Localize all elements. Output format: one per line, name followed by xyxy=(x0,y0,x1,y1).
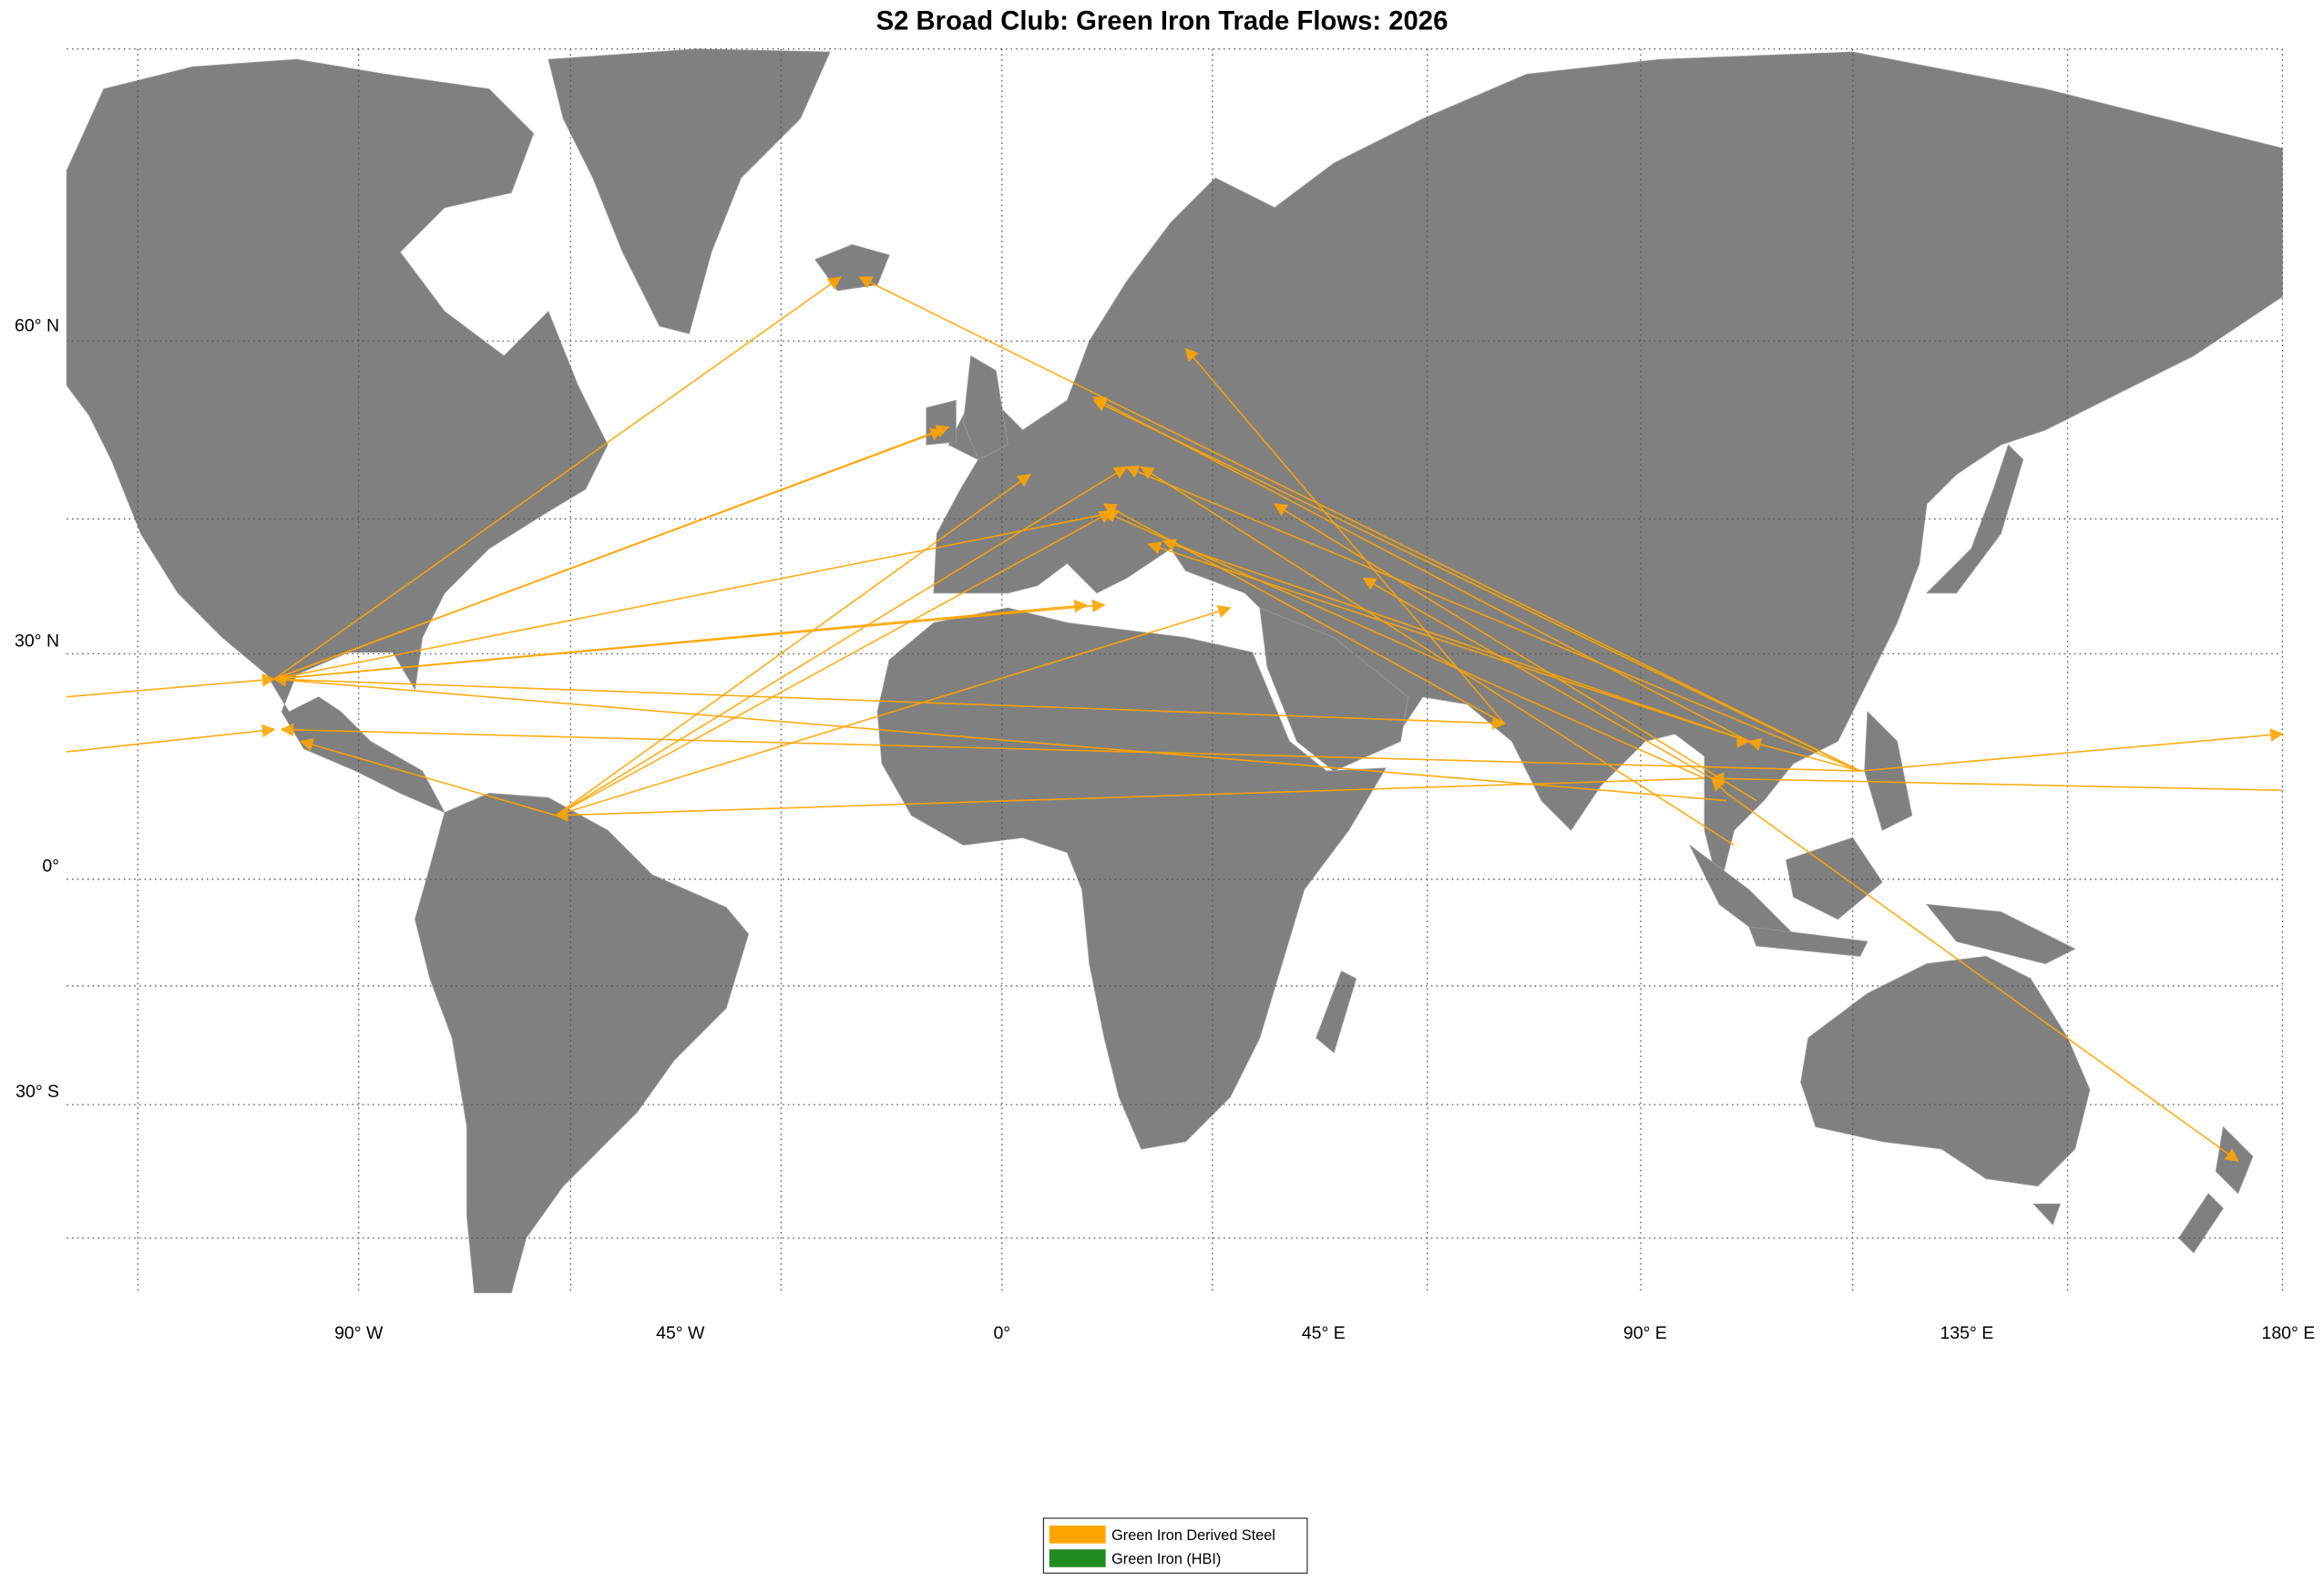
trade-flow xyxy=(555,466,1128,817)
new-guinea xyxy=(1926,903,2076,964)
trade-flow xyxy=(1162,539,1750,743)
japan xyxy=(1926,444,2024,594)
trade-flow xyxy=(299,738,557,817)
trade-flow xyxy=(555,510,1113,817)
trade-flow xyxy=(272,673,1727,802)
legend-swatch xyxy=(1049,1549,1106,1567)
north-america xyxy=(66,58,609,814)
trade-flow xyxy=(1747,737,1860,772)
arabia xyxy=(1259,607,1409,772)
legend: Green Iron Derived Steel Green Iron (HBI… xyxy=(1042,1517,1308,1574)
trade-flow xyxy=(280,723,1860,772)
australia xyxy=(1800,955,2091,1187)
legend-swatch xyxy=(1049,1526,1106,1544)
trade-flow xyxy=(1125,465,1861,772)
tasmania xyxy=(2032,1203,2061,1226)
lat-tick-label: 0° xyxy=(42,857,59,877)
legend-label: Green Iron Derived Steel xyxy=(1111,1527,1275,1544)
trade-flow xyxy=(1711,777,1727,795)
trade-flow xyxy=(273,427,945,680)
trade-flow xyxy=(1092,399,1861,772)
trade-flow xyxy=(1859,728,2284,772)
lat-tick-label: 30° S xyxy=(15,1082,59,1102)
trade-flow xyxy=(67,724,276,753)
trade-flow xyxy=(1184,347,1505,724)
trade-flow xyxy=(273,507,1121,680)
map-title: S2 Broad Club: Green Iron Trade Flows: 2… xyxy=(876,6,1449,36)
trade-flow xyxy=(1725,792,2239,1162)
trade-flow xyxy=(1140,466,1735,847)
lon-tick-label: 0° xyxy=(993,1323,1010,1343)
lon-tick-label: 45° E xyxy=(1302,1323,1346,1343)
trade-flow xyxy=(555,604,1232,817)
trade-flow xyxy=(1092,396,1750,743)
axis-labels: 90° W 45° W 0° 45° E 90° E 135° E 180° E 60° N 3… xyxy=(15,316,2315,1343)
java xyxy=(1748,926,1868,957)
trade-flow xyxy=(1710,772,2283,791)
madagascar xyxy=(1316,971,1357,1053)
lon-tick-label: 180° E xyxy=(2261,1323,2315,1343)
legend-label: Green Iron (HBI) xyxy=(1111,1551,1221,1567)
lon-tick-label: 90° E xyxy=(1623,1323,1667,1343)
trade-flow xyxy=(1362,577,1713,779)
trade-flow xyxy=(1102,503,1505,724)
south-america xyxy=(415,793,750,1294)
trade-flow xyxy=(273,678,1506,730)
lon-tick-label: 135° E xyxy=(1940,1323,1993,1343)
iceland xyxy=(814,244,890,292)
trade-flow xyxy=(1102,509,1705,779)
lat-tick-label: 30° N xyxy=(15,631,59,651)
trade-flow xyxy=(1147,541,1750,743)
trade-flow xyxy=(555,473,1031,817)
land xyxy=(66,48,2283,1294)
trade-flow xyxy=(273,276,842,680)
philippines xyxy=(1864,711,1913,831)
borneo xyxy=(1785,837,1883,920)
trade-flows xyxy=(67,276,2284,1162)
ireland xyxy=(926,399,957,446)
greenland xyxy=(548,48,831,334)
lat-tick-label: 60° N xyxy=(15,316,59,336)
lon-tick-label: 45° W xyxy=(656,1323,705,1343)
africa xyxy=(876,607,1387,1150)
trade-flow xyxy=(67,673,276,698)
trade-flow xyxy=(1273,503,1757,802)
trade-flow xyxy=(554,777,1705,822)
lon-tick-label: 90° W xyxy=(334,1323,384,1343)
trade-flow xyxy=(858,276,1861,772)
trade-flow xyxy=(273,599,1088,680)
graticule xyxy=(67,48,2284,1293)
britain xyxy=(963,354,1008,460)
